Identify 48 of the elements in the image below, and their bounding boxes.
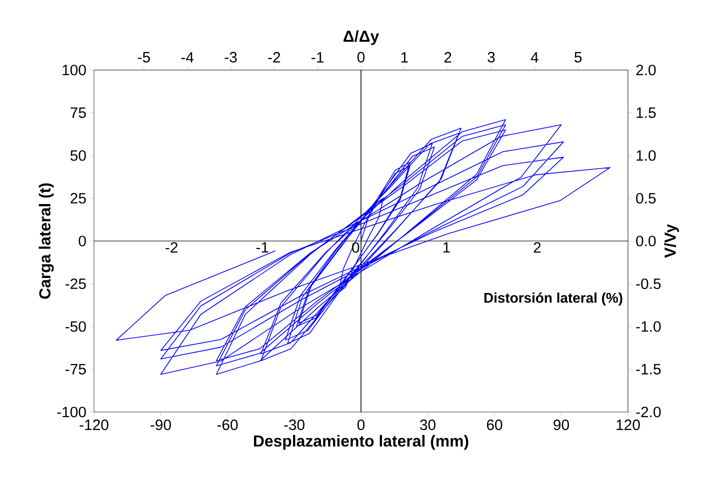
x2-tick-label: 4	[530, 52, 538, 62]
y2-tick-label: 2.0	[636, 64, 656, 76]
x2-tick-label: -4	[181, 52, 194, 62]
y-tick-label: 0	[78, 236, 86, 246]
y2-axis-title: V/Vy	[664, 224, 679, 258]
x-tick-label: -90	[150, 420, 171, 430]
x-tick-label: -30	[284, 420, 304, 430]
x-tick-label: -60	[217, 420, 238, 430]
y2-tick-label: -1.5	[636, 364, 661, 374]
x2-tick-label: 2	[444, 52, 452, 62]
x-tick-label: -120	[80, 420, 108, 430]
y-tick-label: -100	[57, 406, 86, 418]
x-tick-label: 30	[420, 420, 436, 430]
x2-tick-label: 1	[401, 52, 408, 62]
x-tick-label: 0	[357, 420, 365, 430]
annotation: 2	[534, 242, 541, 253]
x-axis-title: Desplazamiento lateral (mm)	[254, 434, 468, 450]
annotation: Distorsión lateral (%)	[484, 292, 622, 306]
x2-tick-label: -3	[224, 52, 237, 62]
annotation: 0	[352, 242, 360, 253]
annotation: -2	[166, 242, 178, 253]
x2-tick-label: -1	[312, 52, 324, 62]
y2-tick-label: 1.0	[636, 150, 656, 161]
y-tick-label: 100	[62, 64, 86, 76]
x2-tick-label: 0	[357, 52, 365, 62]
y-tick-label: 75	[70, 108, 86, 118]
x2-tick-label: -2	[268, 52, 280, 62]
y-tick-label: 25	[70, 192, 86, 204]
x-tick-label: 90	[554, 420, 569, 430]
y-tick-label: -75	[66, 364, 86, 374]
y2-tick-label: 0.0	[636, 236, 656, 246]
y-tick-label: -50	[66, 321, 86, 332]
y2-tick-label: -2.0	[636, 406, 661, 418]
x-tick-label: 120	[616, 420, 640, 430]
x2-tick-label: -5	[138, 52, 150, 62]
annotation: 1	[443, 242, 450, 252]
x2-tick-label: 3	[488, 52, 495, 62]
y-tick-label: 50	[70, 150, 86, 161]
annotation: -1	[256, 242, 268, 252]
y2-tick-label: 0.5	[636, 192, 656, 204]
y-axis-title: Carga lateral (t)	[38, 183, 54, 299]
x2-axis-title: Δ/Δy	[344, 30, 380, 46]
y-tick-label: -25	[66, 278, 86, 290]
x2-tick-label: 5	[574, 52, 582, 62]
y2-tick-label: -0.5	[636, 278, 661, 290]
y2-tick-label: -1.0	[636, 321, 661, 332]
y2-tick-label: 1.5	[636, 108, 656, 118]
x-tick-label: 60	[486, 420, 502, 430]
